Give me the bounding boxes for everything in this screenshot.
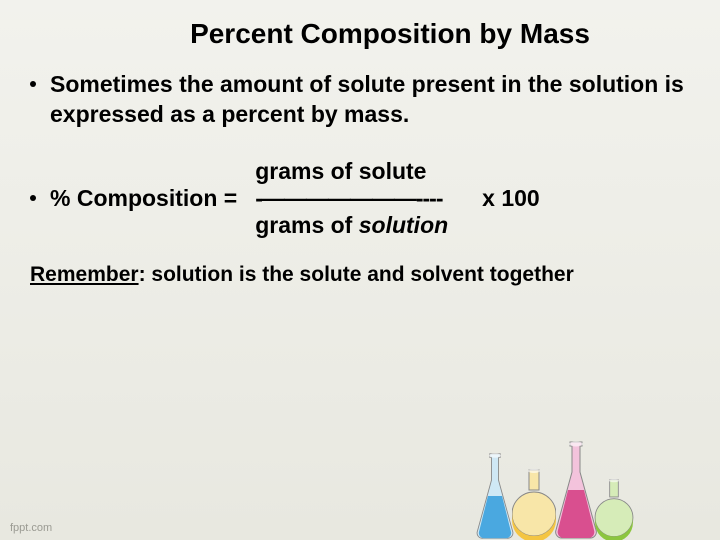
remember-line: Remember: solution is the solute and sol… [30, 263, 690, 287]
formula-numerator: grams of solute [255, 158, 448, 185]
footer-watermark: fppt.com [10, 522, 52, 534]
bullet-item-1: Sometimes the amount of solute present i… [30, 70, 690, 130]
bullet-text-1: Sometimes the amount of solute present i… [50, 70, 690, 130]
formula-denominator: grams of solution [255, 212, 448, 239]
slide: Percent Composition by Mass Sometimes th… [0, 0, 720, 540]
formula-fraction: grams of solute -———————---- grams of so… [255, 158, 448, 239]
formula-multiplier: x 100 [482, 185, 540, 212]
formula-left: % Composition = [30, 185, 237, 212]
bullet-dot-icon [30, 81, 36, 87]
remember-label: Remember [30, 263, 139, 286]
flasks-decoration [472, 420, 652, 540]
formula-divider: -———————---- [255, 185, 448, 212]
formula-label: % Composition = [50, 185, 237, 212]
bullet-dot-icon [30, 195, 36, 201]
flask-icon [594, 478, 634, 540]
formula-row: % Composition = grams of solute -———————… [30, 158, 690, 239]
slide-title: Percent Composition by Mass [30, 18, 690, 50]
formula-denom-italic: solution [359, 212, 448, 238]
remember-text: : solution is the solute and solvent tog… [139, 263, 574, 286]
formula-denom-prefix: grams of [255, 212, 359, 238]
